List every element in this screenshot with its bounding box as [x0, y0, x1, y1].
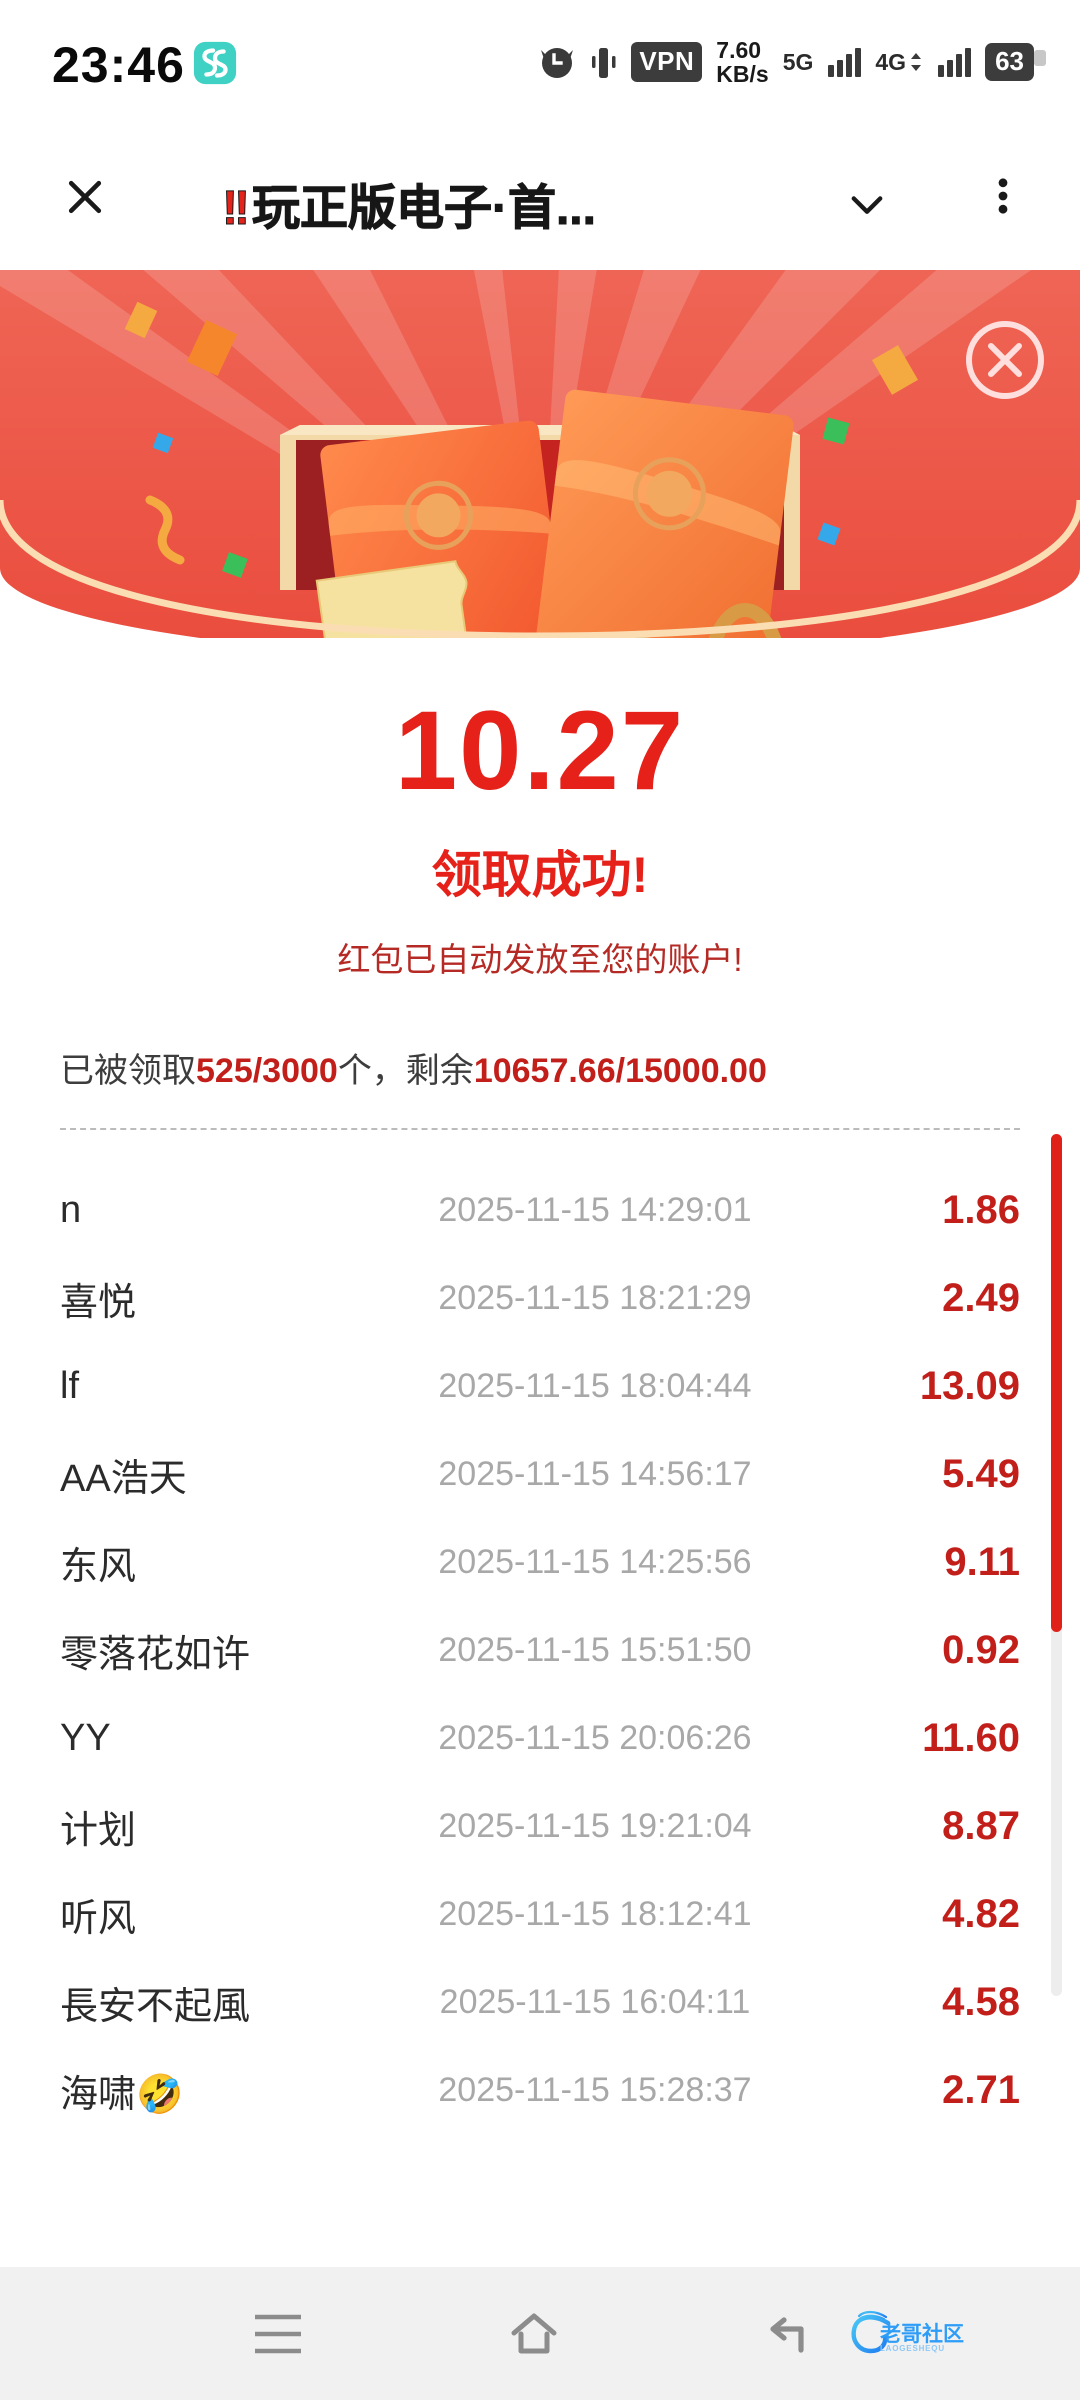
- svg-text:LAOGESHEQU: LAOGESHEQU: [880, 2344, 945, 2353]
- svg-text:老哥社区: 老哥社区: [880, 2322, 964, 2346]
